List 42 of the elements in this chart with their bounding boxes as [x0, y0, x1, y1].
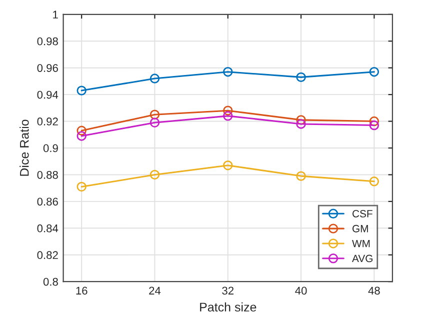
x-tick-label: 24 [149, 286, 161, 295]
y-tick-label: 0.94 [37, 90, 58, 99]
x-tick-label: 48 [368, 286, 380, 295]
point [369, 66, 380, 77]
legend-label: AVG [352, 254, 372, 262]
point [296, 72, 306, 82]
y-tick-label: 0.84 [37, 224, 58, 232]
point [369, 176, 380, 186]
point [223, 160, 233, 170]
y-tick-label: 0.88 [37, 170, 58, 179]
point [223, 66, 233, 77]
x-tick-label: 32 [222, 286, 234, 295]
y-tick-label: 0.8 [43, 278, 58, 286]
point [76, 131, 86, 141]
point [150, 170, 160, 180]
point [223, 106, 233, 116]
point [76, 86, 86, 96]
point [223, 111, 233, 121]
legend-label: GM [352, 224, 368, 232]
legend-label: WM [352, 240, 370, 248]
point [76, 126, 86, 136]
x-tick-label: 16 [76, 286, 88, 295]
y-tick-label: 1 [53, 10, 58, 18]
point [76, 182, 86, 192]
point [150, 74, 160, 84]
point [296, 171, 306, 181]
point [369, 120, 380, 130]
legend-label: CSF [352, 210, 372, 218]
x-tick-label: 40 [295, 286, 307, 295]
point [296, 119, 306, 129]
point [150, 118, 160, 128]
x-axis-title: Patch size [200, 302, 256, 312]
y-tick-label: 0.92 [37, 118, 58, 126]
point [296, 115, 306, 125]
y-tick-label: 0.86 [37, 198, 58, 206]
y-axis-title: Dice Ratio [20, 120, 29, 176]
y-tick-label: 0.82 [37, 251, 58, 260]
point [369, 116, 380, 126]
y-tick-label: 0.98 [37, 37, 58, 46]
y-tick-label: 0.9 [43, 144, 58, 152]
point [150, 110, 160, 120]
y-tick-label: 0.96 [37, 64, 58, 72]
